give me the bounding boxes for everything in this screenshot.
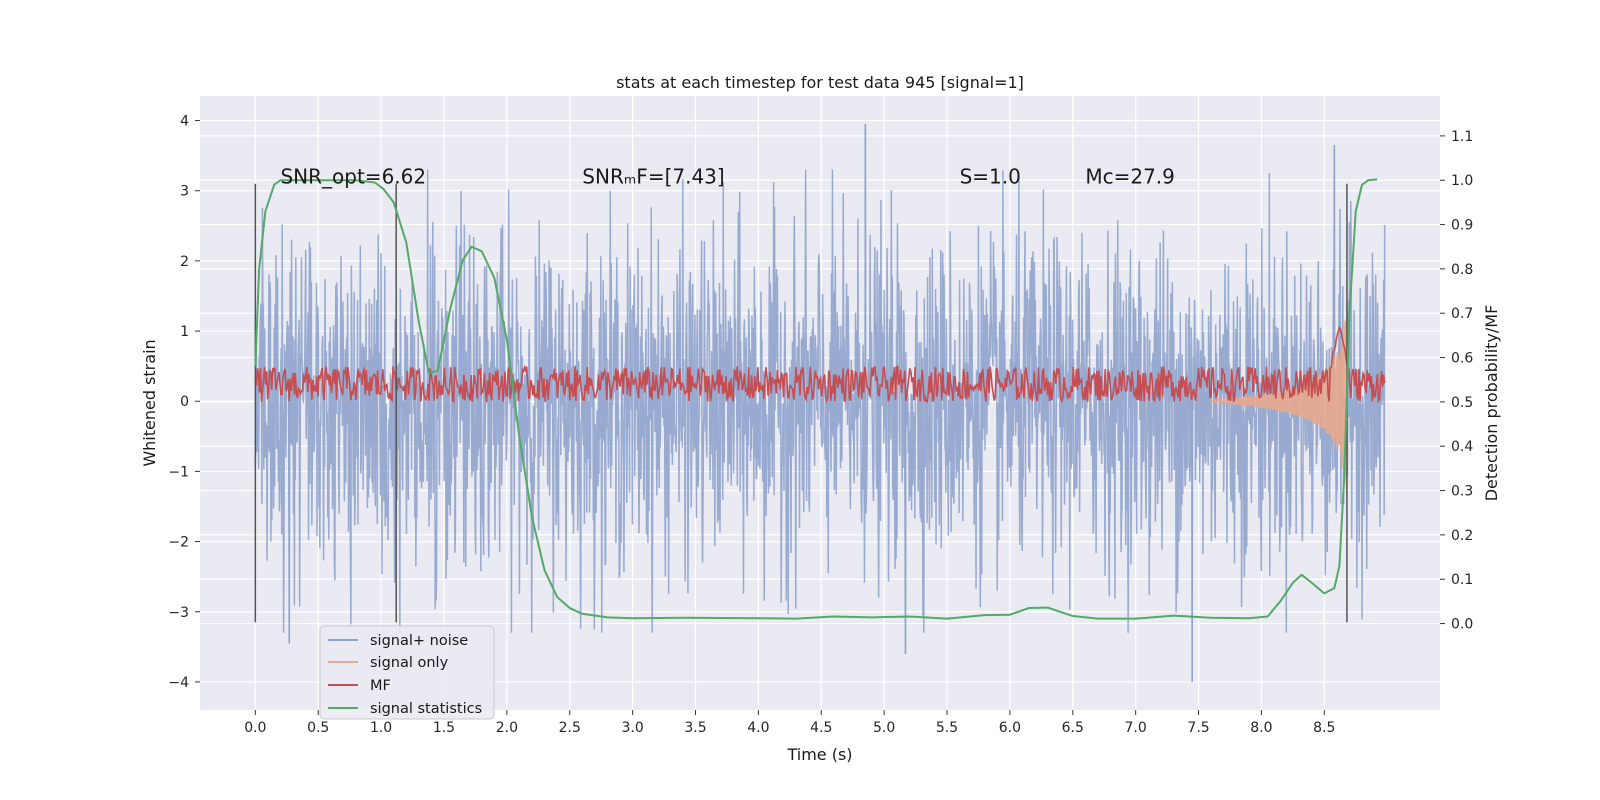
y2-tick-label-1-0: 1.0 bbox=[1451, 173, 1473, 189]
series-line-signal-noise bbox=[254, 124, 1386, 682]
legend-label-signal-statistics: signal statistics bbox=[370, 701, 482, 717]
series-line-signal-statistics bbox=[254, 178, 1378, 620]
legend-entry-signal-noise: signal+ noise bbox=[328, 633, 468, 649]
y2-axis-label: Detection probability/MF bbox=[1482, 305, 1501, 502]
y2-tick-label-0-7: 0.7 bbox=[1451, 306, 1473, 322]
annotation-s-stat: S=1.0 bbox=[960, 165, 1021, 189]
x-tick-label-1-5: 1.5 bbox=[433, 720, 455, 736]
x-tick-label-4-0: 4.0 bbox=[747, 720, 769, 736]
annotations: SNR_opt=6.62 SNRₘF=[7.43] S=1.0 Mᴄ=27.9 bbox=[280, 165, 1174, 189]
y2-tick-label-0-1: 0.1 bbox=[1451, 572, 1473, 588]
x-tick-label-6-0: 6.0 bbox=[999, 720, 1021, 736]
annotation-chirp-mass: Mᴄ=27.9 bbox=[1085, 165, 1175, 189]
legend-label-signal-only: signal only bbox=[370, 655, 449, 671]
series-signal-noise bbox=[254, 124, 1386, 682]
x-tick-label-1-0: 1.0 bbox=[370, 720, 392, 736]
x-tick-label-0-5: 0.5 bbox=[307, 720, 329, 736]
ticks: 0.0 0.5 1.0 1.5 2.0 2.5 3.0 3.5 4.0 4.5 5.0 5.5 6.0 6… bbox=[168, 114, 1473, 736]
y2-tick-label-0-6: 0.6 bbox=[1451, 351, 1473, 367]
x-tick-label-2-0: 2.0 bbox=[496, 720, 518, 736]
x-tick-label-7-5: 7.5 bbox=[1187, 720, 1209, 736]
y2-tick-label-0-5: 0.5 bbox=[1451, 395, 1473, 411]
legend: signal+ noise signal only MF signal stat… bbox=[319, 625, 495, 720]
series-mf bbox=[254, 326, 1386, 404]
legend-box bbox=[319, 625, 495, 720]
legend-entry-mf: MF bbox=[328, 678, 391, 694]
series-line-mf bbox=[254, 326, 1386, 404]
annotation-snr-opt: SNR_opt=6.62 bbox=[280, 165, 426, 189]
x-tick-label-6-5: 6.5 bbox=[1062, 720, 1084, 736]
x-tick-label-0-0: 0.0 bbox=[244, 720, 266, 736]
y-tick-label-3: 3 bbox=[180, 184, 189, 200]
y2-tick-label-0-8: 0.8 bbox=[1451, 262, 1473, 278]
y-tick-label-1: −1 bbox=[168, 464, 189, 480]
y-axis-label: Whitened strain bbox=[140, 339, 159, 466]
y2-tick-label-0-3: 0.3 bbox=[1451, 484, 1473, 500]
x-tick-label-3-0: 3.0 bbox=[621, 720, 643, 736]
series-line-signal-only bbox=[1210, 305, 1348, 494]
legend-entry-signal-only: signal only bbox=[328, 655, 449, 671]
y-tick-label-3: −3 bbox=[168, 605, 189, 621]
y-tick-label-1: 1 bbox=[180, 324, 189, 340]
y-tick-label-4: 4 bbox=[180, 114, 189, 130]
y-tick-label-4: −4 bbox=[168, 675, 189, 691]
y2-tick-label-0-9: 0.9 bbox=[1451, 218, 1473, 234]
y2-tick-label-1-1: 1.1 bbox=[1451, 129, 1473, 145]
y-tick-label-0: 0 bbox=[180, 394, 189, 410]
y2-tick-label-0-0: 0.0 bbox=[1451, 617, 1473, 633]
chart-title: stats at each timestep for test data 945… bbox=[616, 73, 1024, 92]
series-signal-only bbox=[1210, 305, 1348, 494]
x-tick-label-8-5: 8.5 bbox=[1313, 720, 1335, 736]
y2-tick-label-0-2: 0.2 bbox=[1451, 528, 1473, 544]
x-tick-label-3-5: 3.5 bbox=[684, 720, 706, 736]
legend-label-signal-noise: signal+ noise bbox=[370, 633, 468, 649]
series-signal-statistics bbox=[254, 178, 1378, 620]
x-tick-label-4-5: 4.5 bbox=[810, 720, 832, 736]
x-axis-label: Time (s) bbox=[786, 745, 852, 764]
legend-label-mf: MF bbox=[370, 678, 391, 694]
x-tick-label-5-5: 5.5 bbox=[936, 720, 958, 736]
x-tick-label-7-0: 7.0 bbox=[1125, 720, 1147, 736]
x-tick-label-5-0: 5.0 bbox=[873, 720, 895, 736]
legend-entry-signal-statistics: signal statistics bbox=[328, 701, 482, 717]
x-tick-label-2-5: 2.5 bbox=[559, 720, 581, 736]
y2-tick-label-0-4: 0.4 bbox=[1451, 439, 1473, 455]
annotation-snr-mf: SNRₘF=[7.43] bbox=[582, 165, 724, 189]
y-tick-label-2: −2 bbox=[168, 535, 189, 551]
y-tick-label-2: 2 bbox=[180, 254, 189, 270]
x-tick-label-8-0: 8.0 bbox=[1250, 720, 1272, 736]
